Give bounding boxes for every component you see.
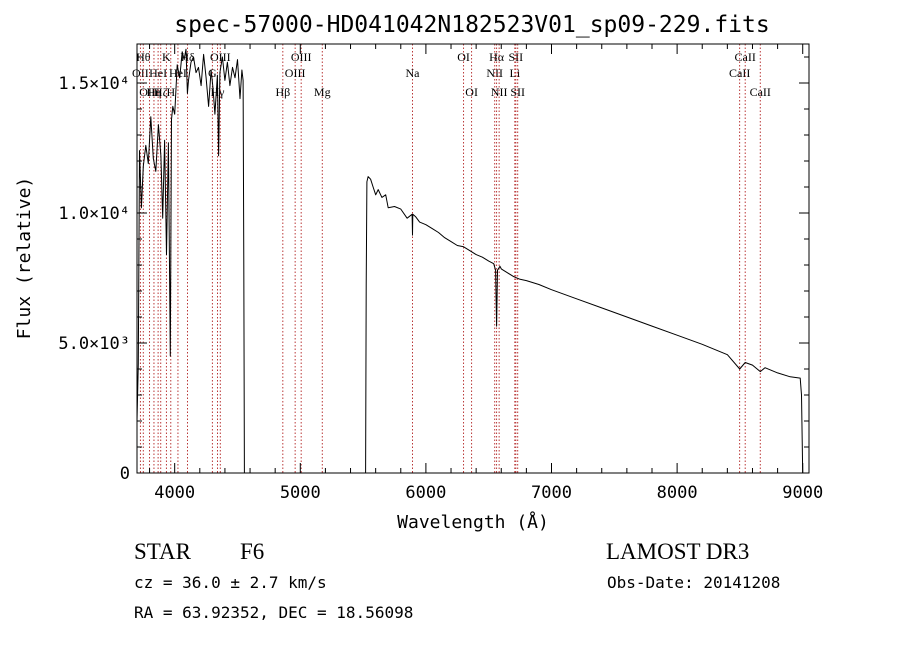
survey-name: LAMOST DR3: [606, 539, 750, 564]
y-tick-label: 1.5×10⁴: [58, 74, 130, 94]
line-marker-label-h: Hβ: [275, 85, 290, 99]
axis-layer: 4000 5000 6000 7000 8000 9000 0 5.0×10³ 1.0×10⁴ 1…: [58, 44, 823, 503]
line-marker-label-h: Hα: [489, 50, 505, 64]
redshift-cz: cz = 36.0 ± 2.7 km/s: [134, 573, 327, 592]
line-marker-label-oi: OI: [457, 50, 470, 64]
line-marker-label-hei: HeI: [149, 66, 167, 80]
x-tick-label: 8000: [657, 483, 698, 503]
plot-frame: [136, 43, 810, 474]
spectrum-layer: [136, 48, 804, 474]
line-marker-label-h: H: [166, 85, 175, 99]
line-marker-label-nii: NII: [491, 85, 508, 99]
line-marker-layer: OIIHθOIIIHηHeIHζKHHeIHδGHγOIIIHβOIIIOIII…: [132, 44, 771, 473]
line-marker-label-oiii: OIII: [139, 85, 160, 99]
line-marker-label-hei: HeI: [169, 66, 187, 80]
line-marker-label-caii: CaII: [729, 66, 750, 80]
observation-date: Obs-Date: 20141208: [607, 573, 781, 592]
line-marker-label-sii: SII: [508, 50, 523, 64]
line-marker-label-h: Hζ: [154, 85, 168, 99]
chart-title: spec-57000-HD041042N182523V01_sp09-229.f…: [174, 12, 769, 38]
line-marker-label-nii: NII: [486, 66, 503, 80]
x-tick-label: 4000: [154, 483, 195, 503]
y-axis-label: Flux (relative): [14, 177, 35, 340]
line-marker-label-oi: OI: [465, 85, 478, 99]
x-tick-label: 6000: [405, 483, 446, 503]
x-tick-label: 9000: [782, 483, 823, 503]
y-tick-label: 1.0×10⁴: [58, 204, 130, 224]
line-marker-label-mg: Mg: [314, 85, 331, 99]
line-marker-label-oiii: OIII: [285, 66, 306, 80]
line-marker-label-li: Li: [509, 66, 520, 80]
x-tick-label: 5000: [280, 483, 321, 503]
line-marker-label-h: Hη: [146, 85, 161, 99]
line-marker-label-na: Na: [405, 66, 420, 80]
x-tick-label: 7000: [531, 483, 572, 503]
line-marker-label-h: Hθ: [136, 50, 151, 64]
line-marker-label-oii: OII: [132, 66, 149, 80]
y-tick-label: 5.0×10³: [58, 334, 130, 354]
line-marker-label-k: K: [162, 50, 171, 64]
line-marker-label-caii: CaII: [750, 85, 771, 99]
object-class: STAR: [134, 539, 191, 564]
x-axis-label: Wavelength (Å): [397, 511, 549, 533]
line-marker-label-oiii: OIII: [210, 50, 231, 64]
line-marker-label-oiii: OIII: [291, 50, 312, 64]
spectrum-series-red-arm: [365, 176, 804, 474]
coordinates: RA = 63.92352, DEC = 18.56098: [134, 603, 414, 622]
y-tick-label: 0: [120, 464, 130, 484]
line-marker-label-g: G: [208, 66, 217, 80]
line-marker-label-caii: CaII: [735, 50, 756, 64]
object-subclass: F6: [240, 539, 265, 564]
line-marker-label-sii: SII: [510, 85, 525, 99]
spectrum-series-blue-arm: [136, 48, 245, 474]
